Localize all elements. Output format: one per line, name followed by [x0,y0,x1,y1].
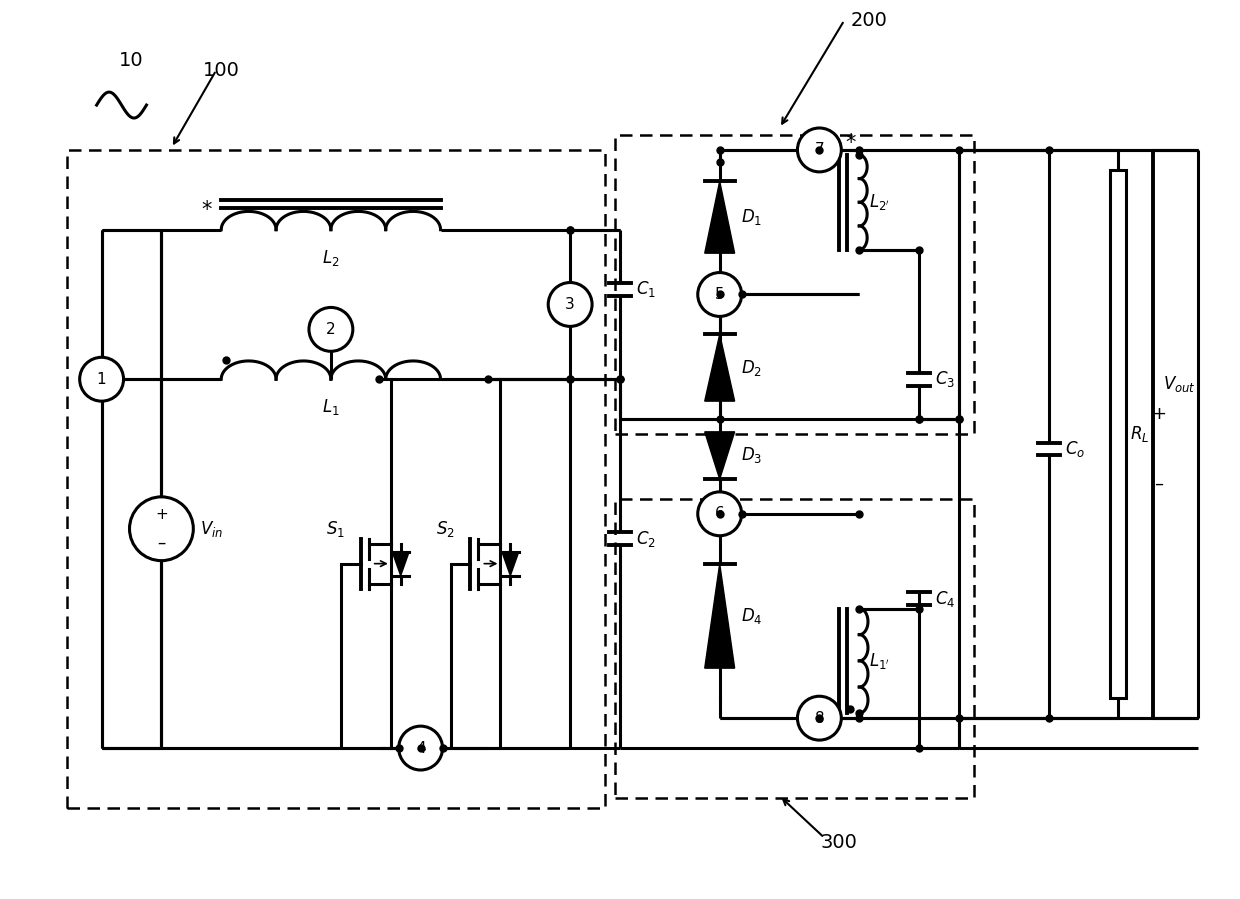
Polygon shape [704,182,734,254]
Text: $L_2$: $L_2$ [322,247,340,268]
Text: 300: 300 [821,833,858,852]
Circle shape [797,696,841,740]
Text: 2: 2 [326,322,336,337]
Text: +: + [1151,405,1166,423]
Text: 3: 3 [565,297,575,312]
Polygon shape [704,432,734,479]
Circle shape [129,497,193,561]
Text: 6: 6 [714,506,724,521]
Text: 10: 10 [119,50,144,70]
Text: $L_{1'}$: $L_{1'}$ [869,651,890,671]
Circle shape [698,492,742,536]
Text: 200: 200 [851,11,888,30]
Text: $C_3$: $C_3$ [935,369,955,389]
Circle shape [309,307,353,352]
Text: $L_{2'}$: $L_{2'}$ [869,192,890,212]
Circle shape [797,128,841,172]
Text: 4: 4 [415,741,425,755]
Text: *: * [201,200,212,220]
Text: +: + [155,507,167,522]
Text: $C_4$: $C_4$ [935,589,955,609]
Circle shape [79,357,124,401]
Text: $V_{out}$: $V_{out}$ [1163,374,1197,394]
Circle shape [698,272,742,316]
Text: $R_L$: $R_L$ [1131,424,1149,444]
Text: –: – [157,534,166,552]
Text: $D_1$: $D_1$ [740,208,761,227]
Polygon shape [704,564,734,668]
Text: $S_2$: $S_2$ [436,519,455,539]
Text: $L_1$: $L_1$ [322,397,340,417]
Text: –: – [1154,475,1163,493]
Text: $C_2$: $C_2$ [636,529,656,548]
Polygon shape [704,334,734,401]
Circle shape [548,282,591,326]
Text: 100: 100 [203,60,239,80]
Text: *: * [846,133,856,153]
Text: $D_3$: $D_3$ [740,446,761,466]
Text: $D_2$: $D_2$ [740,358,761,378]
Text: $V_{in}$: $V_{in}$ [201,519,223,539]
Text: 7: 7 [815,142,825,157]
Text: 1: 1 [97,371,107,387]
Text: 8: 8 [815,711,825,725]
Text: $S_1$: $S_1$ [326,519,346,539]
Bar [1111,170,1126,699]
Polygon shape [392,552,409,575]
Polygon shape [502,552,518,575]
Text: 5: 5 [715,287,724,302]
Text: $C_o$: $C_o$ [1065,439,1085,459]
Circle shape [399,726,443,770]
Text: $D_4$: $D_4$ [740,606,763,626]
Text: $C_1$: $C_1$ [636,280,656,299]
